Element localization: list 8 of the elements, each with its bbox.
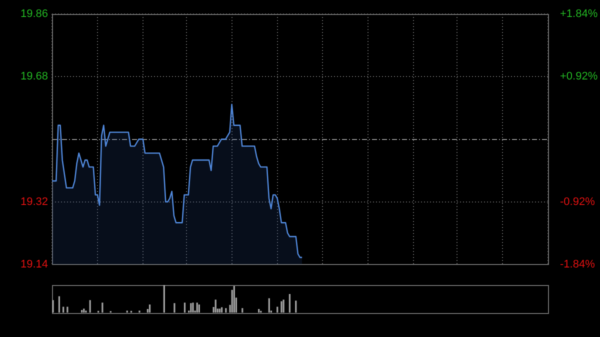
y2-tick-label: -0.92% bbox=[560, 196, 596, 208]
y-tick-label: 19.68 bbox=[20, 70, 48, 83]
y-tick-label: 19.86 bbox=[20, 8, 48, 20]
y2-tick-label: +1.84% bbox=[560, 8, 598, 20]
y-tick-label: 19.14 bbox=[20, 258, 48, 270]
y2-tick-label: -1.84% bbox=[560, 258, 596, 270]
y-tick-label: 19.32 bbox=[20, 196, 48, 208]
y2-tick-label: +0.92% bbox=[560, 70, 598, 83]
